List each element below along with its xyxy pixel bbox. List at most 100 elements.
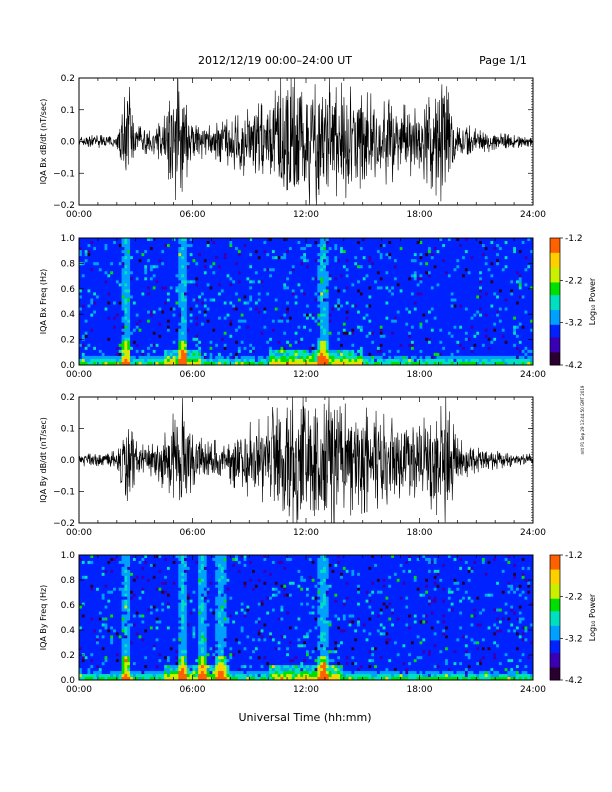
spectrogram-cell [93, 277, 97, 281]
spectrogram-cell [357, 319, 361, 323]
spectrogram-cell [183, 343, 188, 348]
spectrogram-cell [379, 319, 383, 323]
spectrogram-cell [158, 238, 162, 242]
spectrogram-cell [152, 304, 156, 308]
spectrogram-cell [382, 265, 386, 269]
spectrogram-cell [374, 355, 378, 360]
spectrogram-cell [325, 238, 329, 242]
spectrogram-cell [274, 280, 278, 284]
spectrogram-cell [118, 271, 122, 275]
spectrogram-cell [385, 241, 389, 245]
spectrogram-cell [149, 355, 154, 360]
spectrogram-cell [237, 358, 242, 363]
spectrogram-cell [351, 337, 355, 342]
spectrogram-cell [172, 316, 176, 320]
spectrogram-cell [393, 340, 398, 345]
spectrogram-cell [405, 286, 409, 290]
spectrogram-cell [288, 304, 293, 308]
spectrogram-cell [166, 286, 171, 290]
spectrogram-cell [297, 238, 301, 242]
spectrogram-cell [215, 343, 219, 348]
spectrogram-cell [104, 352, 108, 357]
spectrogram-cell [334, 277, 338, 281]
spectrogram-cell [135, 274, 139, 278]
spectrogram-cell [254, 298, 259, 302]
spectrogram-cell [93, 349, 97, 354]
spectrogram-cell [399, 304, 403, 308]
spectrogram-cell [379, 343, 383, 348]
spectrogram-cell [96, 295, 100, 299]
spectrogram-cell [175, 259, 179, 263]
spectrogram-cell [365, 313, 369, 317]
spectrogram-cell [266, 244, 270, 248]
spectrogram-cell [186, 295, 190, 299]
spectrogram-cell [260, 340, 264, 345]
spectrogram-cell [246, 343, 250, 348]
spectrogram-cell [192, 292, 196, 296]
spectrogram-cell [243, 241, 247, 245]
spectrogram-cell [351, 322, 355, 326]
spectrogram-cell [300, 349, 304, 354]
spectrogram-cell [311, 331, 315, 336]
spectrogram-cell [104, 295, 108, 299]
spectrogram-cell [266, 349, 270, 354]
spectrogram-cell [152, 298, 156, 302]
spectrogram-cell [342, 238, 347, 242]
spectrogram-cell [342, 325, 347, 330]
spectrogram-cell [96, 355, 100, 360]
spectrogram-cell [198, 340, 202, 345]
spectrogram-cell [212, 337, 216, 342]
spectrogram-cell [235, 334, 239, 339]
spectrogram-cell [393, 256, 398, 260]
spectrogram-cell [138, 331, 142, 336]
spectrogram-cell [260, 250, 264, 254]
spectrogram-cell [337, 301, 341, 305]
spectrogram-cell [132, 259, 137, 263]
spectrogram-cell [374, 292, 378, 296]
spectrogram-cell [237, 301, 242, 305]
spectrogram-cell [388, 268, 392, 272]
spectrogram-cell [334, 250, 338, 254]
spectrogram-cell [118, 346, 122, 351]
spectrogram-cell [124, 310, 128, 314]
spectrogram-cell [107, 310, 111, 314]
spectrogram-cell [115, 352, 120, 357]
spectrogram-cell [166, 328, 171, 333]
spectrogram-cell [365, 286, 369, 290]
spectrogram-cell [274, 343, 278, 348]
spectrogram-cell [149, 250, 154, 254]
spectrogram-cell [201, 319, 205, 323]
spectrogram-cell [198, 292, 202, 296]
spectrogram-cell [283, 352, 287, 357]
spectrogram-cell [93, 265, 97, 269]
spectrogram-cell [266, 325, 270, 330]
spectrogram-cell [249, 268, 253, 272]
spectrogram-cell [189, 238, 193, 242]
spectrogram-cell [249, 244, 253, 248]
spectrogram-cell [328, 337, 332, 342]
spectrogram-cell [291, 310, 295, 314]
spectrogram-cell [365, 316, 369, 320]
spectrogram-cell [385, 361, 389, 366]
spectrogram-cell [277, 313, 281, 317]
spectrogram-cell [342, 289, 347, 293]
spectrogram-cell [209, 241, 213, 245]
spectrogram-cell [90, 334, 94, 339]
spectrogram-cell [93, 262, 97, 266]
spectrogram-cell [189, 295, 193, 299]
spectrogram-cell [320, 289, 324, 293]
spectrogram-cell [161, 301, 165, 305]
spectrogram-cell [121, 265, 125, 269]
spectrogram-cell [374, 301, 378, 305]
spectrogram-cell [223, 337, 227, 342]
spectrogram-cell [254, 265, 259, 269]
spectrogram-cell [357, 355, 361, 360]
spectrogram-cell [320, 241, 324, 245]
spectrogram-cell [345, 283, 349, 287]
spectrogram-cell [107, 238, 111, 242]
spectrogram-cell [81, 244, 85, 248]
spectrogram-cell [393, 361, 398, 366]
spectrogram-cell [334, 358, 338, 363]
spectrogram-cell [286, 280, 290, 284]
spectrogram-cell [328, 361, 332, 366]
